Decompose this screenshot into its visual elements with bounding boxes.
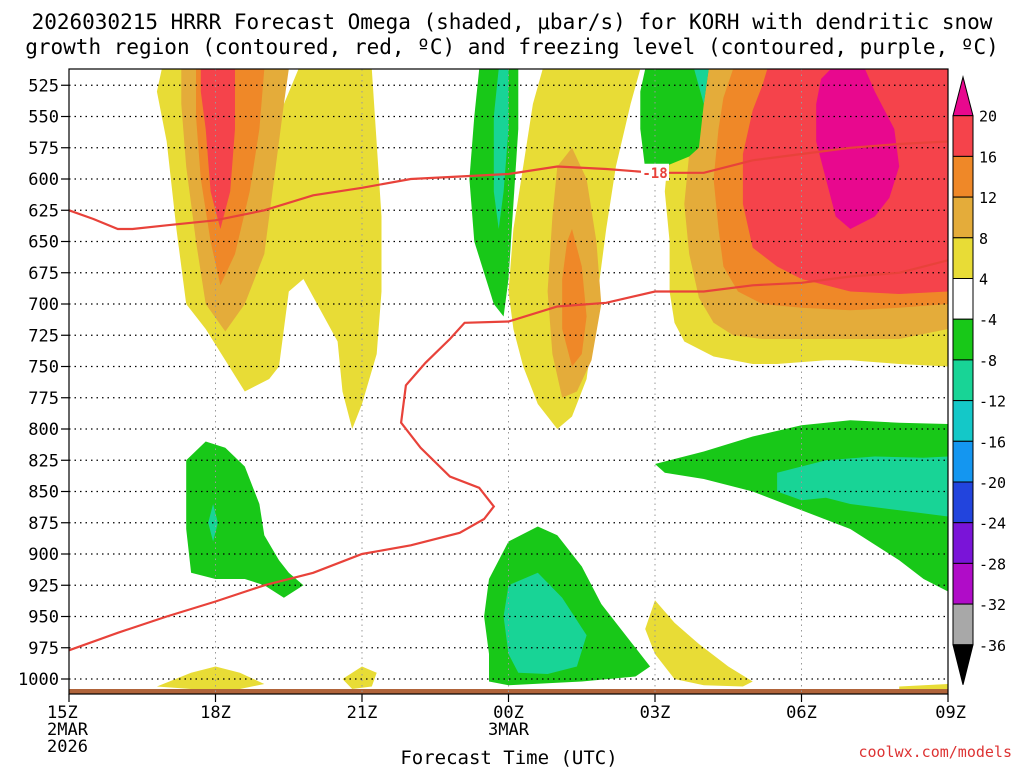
ytick-label-775: 775 <box>28 389 59 409</box>
credit-label: coolwx.com/models <box>858 743 1012 761</box>
contour-label: -18 <box>642 166 667 182</box>
title-line-1: 2026030215 HRRR Forecast Omega (shaded, … <box>32 10 993 34</box>
colorbar-label-0: 20 <box>979 108 997 126</box>
xtick-label-24-1: 3MAR <box>488 720 530 740</box>
ytick-label-950: 950 <box>28 608 59 628</box>
ytick-label-850: 850 <box>28 483 59 503</box>
colorbar-bin-6 <box>952 318 974 361</box>
colorbar-label-12: -32 <box>979 596 1006 614</box>
ytick-label-550: 550 <box>28 108 59 128</box>
omega-region-25 <box>777 456 948 517</box>
colorbar-label-13: -36 <box>979 637 1006 655</box>
title-line-2: growth region (contoured, red, ºC) and f… <box>25 35 999 59</box>
ytick-label-800: 800 <box>28 420 59 440</box>
colorbar-label-2: 12 <box>979 189 997 207</box>
ytick-label-700: 700 <box>28 295 59 315</box>
omega-region-19 <box>694 69 709 104</box>
ytick-label-525: 525 <box>28 76 59 96</box>
colorbar-label-3: 8 <box>979 230 988 248</box>
ytick-label-975: 975 <box>28 639 59 659</box>
ytick-label-725: 725 <box>28 326 59 346</box>
colorbar-bin-11 <box>952 522 974 564</box>
ytick-label-1000: 1000 <box>18 670 59 690</box>
colorbar-bin-12 <box>952 562 974 605</box>
omega-shading <box>69 69 948 694</box>
ytick-label-875: 875 <box>28 514 59 534</box>
gridlines <box>69 69 948 694</box>
xtick-label-30-0: 06Z <box>786 703 817 723</box>
omega-region-20 <box>186 441 304 598</box>
chart-title: 2026030215 HRRR Forecast Omega (shaded, … <box>25 10 999 59</box>
xtick-label-24-0: 00Z <box>493 703 524 723</box>
colorbar: 20 16 12 8 4 -4 -8 -12 -16 -20 -24 -28 -32 -36 <box>952 75 1006 685</box>
xtick-label-21-0: 21Z <box>347 703 378 723</box>
colorbar-label-4: 4 <box>979 271 988 289</box>
colorbar-label-9: -20 <box>979 474 1006 492</box>
omega-region-14 <box>342 666 377 689</box>
colorbar-label-10: -24 <box>979 515 1006 533</box>
colorbar-bin-10 <box>952 481 974 524</box>
colorbar-label-8: -16 <box>979 433 1006 451</box>
colorbar-bin-7 <box>952 359 974 402</box>
xtick-label-15-0: 15Z <box>47 703 78 723</box>
omega-region-11 <box>816 69 900 229</box>
dgz-contour-upper <box>69 140 948 231</box>
omega-region-12 <box>645 600 753 687</box>
colorbar-bin-4 <box>952 237 974 280</box>
colorbar-bottom-arrow <box>952 644 974 685</box>
pressure-axis: 525 550 575 600 625 650 675 700 725 750 775 800 825 8… <box>18 76 69 690</box>
colorbar-label-11: -28 <box>979 555 1006 573</box>
colorbar-bin-3 <box>952 196 974 239</box>
xtick-label-33-0: 09Z <box>935 703 966 723</box>
dendritic-growth-contours: -18 <box>69 140 948 652</box>
xtick-label-15-1: 2MAR <box>47 720 89 740</box>
colorbar-bin-13 <box>952 603 974 646</box>
colorbar-bin-8 <box>952 400 974 442</box>
ytick-label-600: 600 <box>28 170 59 190</box>
colorbar-bin-5 <box>952 278 974 320</box>
dgz-contour-lower <box>69 259 948 652</box>
colorbar-top-arrow <box>952 75 974 117</box>
omega-region-3 <box>200 69 235 229</box>
xtick-label-15-2: 2026 <box>47 737 88 757</box>
ytick-label-750: 750 <box>28 358 59 378</box>
omega-region-23 <box>503 572 587 674</box>
colorbar-bin-1 <box>952 115 974 157</box>
ytick-label-825: 825 <box>28 451 59 471</box>
colorbar-label-5: -4 <box>979 311 997 329</box>
omega-region-18 <box>640 69 709 169</box>
xtick-label-18-0: 18Z <box>200 703 231 723</box>
colorbar-bin-9 <box>952 440 974 483</box>
omega-region-13 <box>156 666 265 689</box>
colorbar-bin-2 <box>952 155 974 198</box>
x-axis-title: Forecast Time (UTC) <box>400 747 617 768</box>
ytick-label-675: 675 <box>28 264 59 284</box>
omega-region-6 <box>562 229 587 367</box>
colorbar-label-1: 16 <box>979 148 997 166</box>
colorbar-label-6: -8 <box>979 352 997 370</box>
xtick-label-27-0: 03Z <box>640 703 671 723</box>
ytick-label-575: 575 <box>28 139 59 159</box>
ytick-label-650: 650 <box>28 233 59 253</box>
ytick-label-925: 925 <box>28 576 59 596</box>
contour-label-bg <box>641 163 669 181</box>
ytick-label-900: 900 <box>28 545 59 565</box>
omega-region-17 <box>493 69 509 229</box>
ytick-label-625: 625 <box>28 201 59 221</box>
colorbar-label-7: -12 <box>979 393 1006 411</box>
